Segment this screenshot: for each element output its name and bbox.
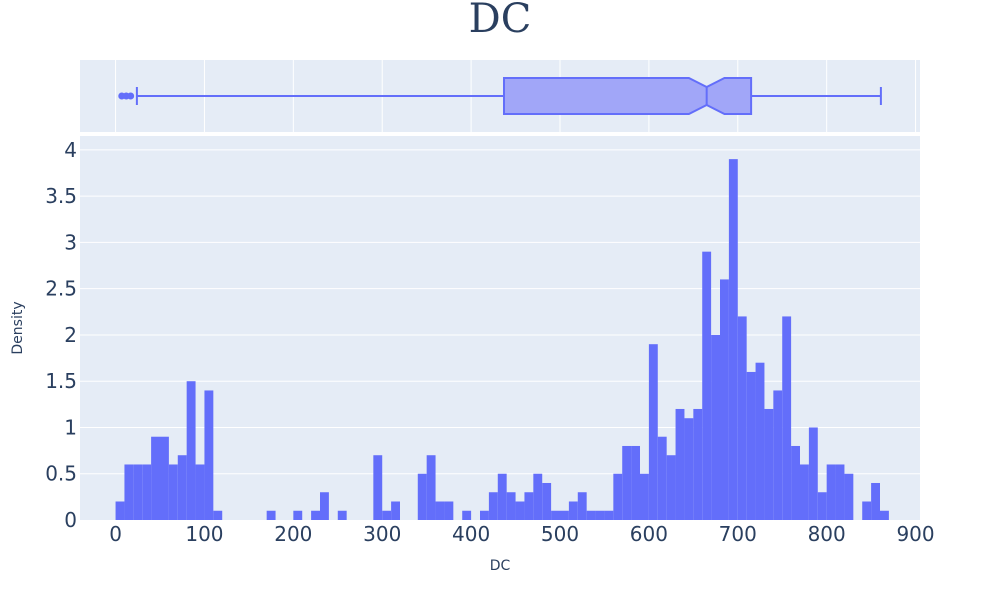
histogram-bar bbox=[435, 501, 445, 520]
histogram-bar bbox=[880, 510, 889, 520]
histogram-bar bbox=[462, 510, 472, 520]
histogram-bar bbox=[444, 501, 454, 520]
y-axis-ticks: 0 0.5 1 1.5 2 2.5 3 3.5 4 bbox=[45, 138, 77, 532]
histogram-bar bbox=[675, 408, 685, 520]
histogram-bars bbox=[115, 159, 889, 521]
histogram-bar bbox=[631, 445, 640, 520]
y-tick-label: 3 bbox=[64, 230, 77, 254]
x-tick-label: 600 bbox=[630, 522, 668, 546]
histogram-bar bbox=[728, 159, 738, 521]
histogram-bar bbox=[186, 381, 196, 520]
histogram-bar bbox=[142, 464, 152, 520]
histogram-bar bbox=[177, 455, 187, 520]
y-tick-label: 0 bbox=[64, 508, 77, 532]
histogram-bar bbox=[506, 492, 516, 520]
x-axis-label: DC bbox=[490, 558, 511, 574]
histogram-bar bbox=[426, 455, 436, 520]
histogram-bar bbox=[711, 334, 720, 520]
histogram-bar bbox=[417, 473, 427, 520]
histogram-bar bbox=[168, 464, 178, 520]
histogram-bar bbox=[764, 408, 774, 520]
y-axis-label: Density bbox=[10, 301, 26, 354]
y-tick-label: 1.5 bbox=[45, 369, 77, 393]
histogram-bar bbox=[568, 501, 578, 520]
histogram-bar bbox=[782, 316, 792, 520]
histogram-bar bbox=[551, 510, 560, 520]
histogram-bar bbox=[524, 492, 534, 520]
histogram-bar bbox=[684, 418, 694, 520]
histogram-bar bbox=[773, 390, 783, 520]
histogram-bar bbox=[826, 464, 836, 520]
histogram-bar bbox=[195, 464, 205, 520]
boxplot bbox=[118, 77, 882, 115]
y-tick-label: 2.5 bbox=[45, 277, 77, 301]
y-tick-label: 0.5 bbox=[45, 462, 77, 486]
boxplot-outlier bbox=[127, 92, 135, 100]
histogram-bar bbox=[862, 501, 872, 520]
histogram-bar bbox=[622, 445, 632, 520]
histogram-bar bbox=[871, 482, 880, 520]
histogram-bar bbox=[791, 445, 800, 520]
x-tick-label: 500 bbox=[541, 522, 579, 546]
histogram-bar bbox=[746, 371, 756, 520]
x-tick-label: 700 bbox=[719, 522, 757, 546]
histogram-bar bbox=[808, 427, 818, 520]
histogram-bar bbox=[480, 510, 489, 520]
y-tick-label: 3.5 bbox=[45, 184, 77, 208]
y-tick-label: 4 bbox=[64, 138, 77, 162]
histogram-bar bbox=[560, 510, 569, 520]
histogram-bar bbox=[151, 436, 160, 520]
histogram-bar bbox=[160, 436, 169, 520]
histogram-bar bbox=[320, 492, 329, 520]
chart-title: DC bbox=[469, 0, 532, 42]
histogram-bar bbox=[533, 473, 543, 520]
histogram-bar bbox=[213, 510, 223, 520]
y-tick-label: 1 bbox=[64, 415, 77, 439]
histogram-bar bbox=[817, 492, 827, 520]
histogram-bar bbox=[204, 390, 214, 520]
histogram-bar bbox=[124, 464, 134, 520]
histogram-bar bbox=[293, 510, 303, 520]
x-tick-label: 800 bbox=[808, 522, 846, 546]
histogram-bar bbox=[133, 464, 143, 520]
x-tick-label: 100 bbox=[185, 522, 223, 546]
histogram-bar bbox=[337, 510, 347, 520]
histogram-bar bbox=[604, 510, 614, 520]
histogram-bar bbox=[657, 436, 667, 520]
histogram-bar bbox=[266, 510, 276, 520]
boxplot-box bbox=[503, 77, 753, 115]
histogram-bar bbox=[515, 501, 525, 520]
histogram-bar bbox=[666, 455, 676, 520]
histogram-bar bbox=[595, 510, 605, 520]
histogram-bar bbox=[844, 473, 854, 520]
histogram-bar bbox=[577, 492, 587, 520]
x-tick-label: 0 bbox=[109, 522, 122, 546]
x-tick-label: 400 bbox=[452, 522, 490, 546]
histogram-bar bbox=[835, 464, 845, 520]
x-tick-label: 300 bbox=[363, 522, 401, 546]
histogram-bar bbox=[542, 482, 552, 520]
histogram-bar bbox=[382, 510, 392, 520]
histogram-bar bbox=[693, 408, 703, 520]
histogram-bar bbox=[737, 316, 747, 520]
histogram-bar bbox=[497, 473, 507, 520]
histogram-bar bbox=[311, 510, 320, 520]
histogram-bar bbox=[613, 473, 623, 520]
histogram-bar bbox=[391, 501, 400, 520]
histogram-bar bbox=[720, 279, 729, 520]
y-tick-label: 2 bbox=[64, 323, 77, 347]
x-tick-label: 200 bbox=[274, 522, 312, 546]
x-axis-ticks: 0 100 200 300 400 500 600 700 800 900 bbox=[109, 522, 934, 546]
x-tick-label: 900 bbox=[896, 522, 934, 546]
histogram-bar bbox=[373, 455, 383, 520]
histogram-bar bbox=[702, 251, 712, 520]
histogram-bar bbox=[648, 344, 658, 520]
histogram-bar bbox=[488, 492, 498, 520]
histogram-bar bbox=[640, 473, 649, 520]
histogram-bar bbox=[755, 362, 765, 520]
histogram-bar bbox=[800, 464, 809, 520]
histogram-bar bbox=[586, 510, 596, 520]
histogram-bar bbox=[115, 501, 125, 520]
